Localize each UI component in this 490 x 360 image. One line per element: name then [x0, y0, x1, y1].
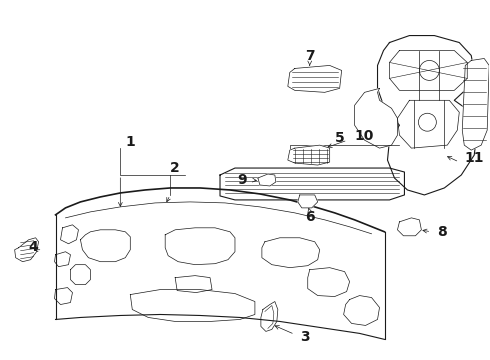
Polygon shape: [288, 145, 330, 165]
Polygon shape: [15, 238, 39, 262]
Text: 6: 6: [305, 210, 315, 224]
Polygon shape: [288, 66, 342, 92]
Text: 2: 2: [171, 161, 180, 175]
Polygon shape: [261, 302, 278, 332]
Text: 11: 11: [464, 151, 484, 165]
Text: 8: 8: [438, 225, 447, 239]
Text: 10: 10: [355, 129, 374, 143]
Polygon shape: [462, 58, 489, 150]
Polygon shape: [397, 218, 421, 236]
Text: 4: 4: [29, 240, 39, 254]
Polygon shape: [355, 88, 397, 148]
Text: 7: 7: [305, 49, 315, 63]
Text: 9: 9: [237, 173, 247, 187]
Polygon shape: [298, 195, 318, 208]
Text: 3: 3: [300, 330, 310, 345]
Polygon shape: [377, 36, 477, 195]
Text: 1: 1: [125, 135, 135, 149]
Polygon shape: [258, 174, 276, 186]
Text: 5: 5: [335, 131, 344, 145]
Polygon shape: [220, 168, 404, 200]
